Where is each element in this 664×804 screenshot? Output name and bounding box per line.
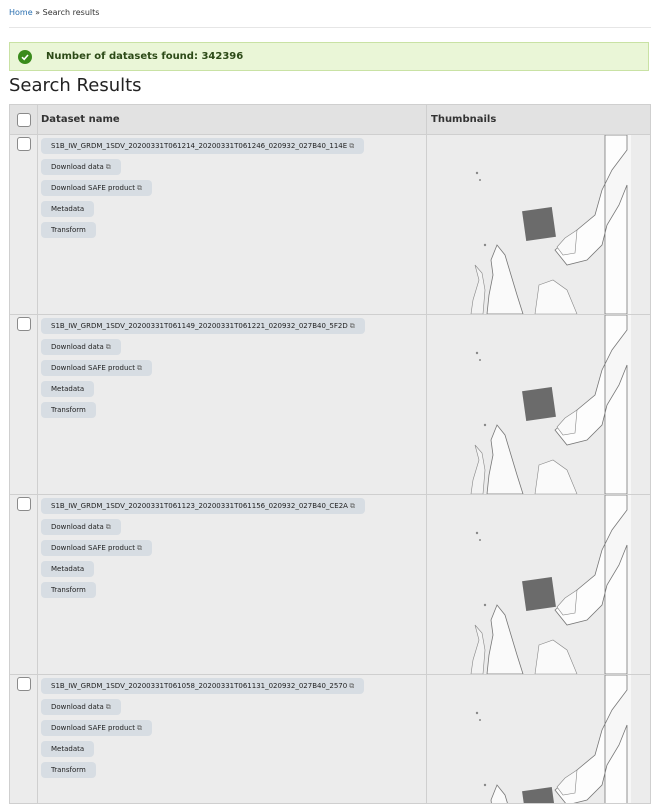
header-dataset-cell: Dataset name [38, 105, 427, 134]
page-title: Search Results [9, 75, 142, 96]
download-data-button[interactable]: Download data ⧉ [41, 339, 121, 355]
external-link-icon: ⧉ [105, 522, 111, 531]
download-safe-label: Download SAFE product [51, 364, 135, 372]
thumbnail-cell [427, 675, 650, 803]
download-data-button[interactable]: Download data ⧉ [41, 519, 121, 535]
thumbnail-cell [427, 495, 650, 674]
external-link-icon: ⧉ [136, 183, 142, 192]
dataset-name-text: S1B_IW_GRDM_1SDV_20200331T061149_2020033… [51, 322, 348, 330]
column-header-thumbnails: Thumbnails [431, 114, 497, 125]
map-thumbnail [427, 315, 641, 494]
dataset-name-link[interactable]: S1B_IW_GRDM_1SDV_20200331T061214_2020033… [41, 138, 365, 154]
external-link-icon: ⧉ [349, 681, 355, 690]
external-link-icon: ⧉ [105, 342, 111, 351]
transform-button[interactable]: Transform [41, 582, 96, 598]
metadata-button[interactable]: Metadata [41, 741, 95, 757]
breadcrumb-separator: » [32, 8, 43, 17]
dataset-name-text: S1B_IW_GRDM_1SDV_20200331T061123_2020033… [51, 502, 348, 510]
download-data-label: Download data [51, 163, 104, 171]
thumbnail-cell [427, 315, 650, 494]
external-link-icon: ⧉ [349, 501, 355, 510]
download-data-label: Download data [51, 703, 104, 711]
status-text: Number of datasets found: 342396 [46, 51, 244, 62]
dataset-name-text: S1B_IW_GRDM_1SDV_20200331T061214_2020033… [51, 142, 348, 150]
status-message-box: Number of datasets found: 342396 [9, 42, 649, 71]
column-header-dataset[interactable]: Dataset name [41, 114, 120, 125]
results-table: Dataset name Thumbnails S1B_IW_GRDM_1SDV… [9, 104, 651, 804]
row-check-cell [10, 675, 38, 803]
row-check-cell [10, 495, 38, 674]
row-dataset-cell: S1B_IW_GRDM_1SDV_20200331T061123_2020033… [38, 495, 427, 674]
external-link-icon: ⧉ [136, 363, 142, 372]
header-thumbnail-cell: Thumbnails [427, 105, 650, 134]
dataset-name-text: S1B_IW_GRDM_1SDV_20200331T061058_2020033… [51, 682, 348, 690]
divider [9, 27, 651, 28]
header-check-cell [10, 105, 38, 134]
metadata-button[interactable]: Metadata [41, 381, 95, 397]
external-link-icon: ⧉ [349, 321, 355, 330]
dataset-name-link[interactable]: S1B_IW_GRDM_1SDV_20200331T061149_2020033… [41, 318, 365, 334]
table-row: S1B_IW_GRDM_1SDV_20200331T061058_2020033… [10, 675, 650, 803]
external-link-icon: ⧉ [105, 702, 111, 711]
download-safe-button[interactable]: Download SAFE product ⧉ [41, 180, 152, 196]
row-dataset-cell: S1B_IW_GRDM_1SDV_20200331T061149_2020033… [38, 315, 427, 494]
download-safe-label: Download SAFE product [51, 184, 135, 192]
external-link-icon: ⧉ [136, 543, 142, 552]
download-safe-button[interactable]: Download SAFE product ⧉ [41, 540, 152, 556]
map-thumbnail [427, 675, 641, 803]
download-data-label: Download data [51, 523, 104, 531]
download-safe-button[interactable]: Download SAFE product ⧉ [41, 360, 152, 376]
metadata-button[interactable]: Metadata [41, 561, 95, 577]
external-link-icon: ⧉ [105, 162, 111, 171]
table-row: S1B_IW_GRDM_1SDV_20200331T061149_2020033… [10, 315, 650, 495]
row-checkbox[interactable] [16, 497, 31, 511]
thumbnail-cell [427, 135, 650, 314]
external-link-icon: ⧉ [349, 141, 355, 150]
table-header: Dataset name Thumbnails [10, 105, 650, 135]
row-check-cell [10, 135, 38, 314]
metadata-button[interactable]: Metadata [41, 201, 95, 217]
map-thumbnail [427, 135, 641, 314]
table-row: S1B_IW_GRDM_1SDV_20200331T061214_2020033… [10, 135, 650, 315]
download-safe-label: Download SAFE product [51, 724, 135, 732]
row-checkbox[interactable] [16, 677, 31, 691]
row-checkbox[interactable] [16, 317, 31, 331]
breadcrumb-current: Search results [42, 8, 100, 17]
row-check-cell [10, 315, 38, 494]
download-data-button[interactable]: Download data ⧉ [41, 159, 121, 175]
download-safe-label: Download SAFE product [51, 544, 135, 552]
select-all-checkbox[interactable] [16, 112, 31, 127]
map-thumbnail [427, 495, 641, 674]
row-dataset-cell: S1B_IW_GRDM_1SDV_20200331T061058_2020033… [38, 675, 427, 803]
check-circle-icon [18, 49, 32, 64]
transform-button[interactable]: Transform [41, 402, 96, 418]
transform-button[interactable]: Transform [41, 762, 96, 778]
table-row: S1B_IW_GRDM_1SDV_20200331T061123_2020033… [10, 495, 650, 675]
external-link-icon: ⧉ [136, 723, 142, 732]
download-safe-button[interactable]: Download SAFE product ⧉ [41, 720, 152, 736]
row-dataset-cell: S1B_IW_GRDM_1SDV_20200331T061214_2020033… [38, 135, 427, 314]
transform-button[interactable]: Transform [41, 222, 96, 238]
breadcrumb: Home » Search results [9, 8, 99, 17]
download-data-button[interactable]: Download data ⧉ [41, 699, 121, 715]
download-data-label: Download data [51, 343, 104, 351]
breadcrumb-home-link[interactable]: Home [9, 8, 33, 17]
dataset-name-link[interactable]: S1B_IW_GRDM_1SDV_20200331T061058_2020033… [41, 678, 365, 694]
row-checkbox[interactable] [16, 137, 31, 151]
dataset-name-link[interactable]: S1B_IW_GRDM_1SDV_20200331T061123_2020033… [41, 498, 365, 514]
